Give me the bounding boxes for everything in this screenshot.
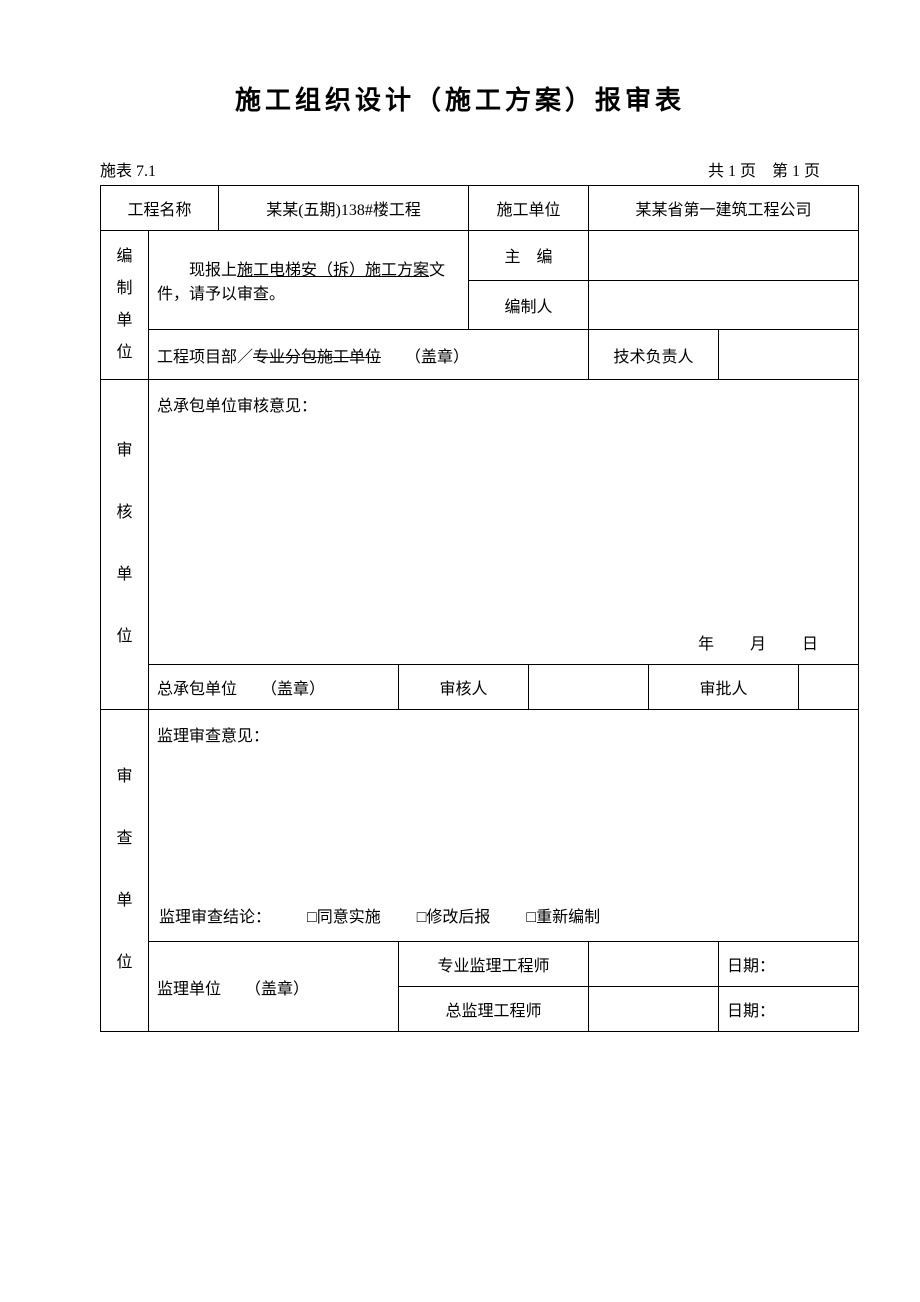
- dept-seal-cell: 工程项目部／专业分包施工单位 （盖章）: [149, 330, 589, 380]
- pro-engineer-label: 专业监理工程师: [399, 942, 589, 987]
- report-statement: 现报上施工电梯安（拆）施工方案文件，请予以审查。: [149, 231, 469, 330]
- form-title: 施工组织设计（施工方案）报审表: [100, 80, 820, 117]
- compiler-value: [589, 280, 859, 330]
- supervision-unit-seal: 监理单位 （盖章）: [149, 942, 399, 1032]
- conclusion-options-cell: 监理审查结论： □同意实施 □修改后报 □重新编制: [149, 889, 859, 942]
- pro-engineer-value: [589, 942, 719, 987]
- contractor-opinion-cell: 总承包单位审核意见：: [149, 380, 859, 620]
- compiler-label: 编制人: [469, 280, 589, 330]
- page-info: 共 1 页 第 1 页: [708, 157, 820, 181]
- form-header: 施表 7.1 共 1 页 第 1 页: [100, 157, 820, 181]
- pro-engineer-date: 日期：: [719, 942, 859, 987]
- form-number: 施表 7.1: [100, 157, 156, 181]
- reviewer-value: [529, 664, 649, 709]
- review-date-line: 年 月 日: [149, 620, 859, 665]
- chief-editor-label: 主 编: [469, 231, 589, 281]
- main-form-table: 工程名称 某某(五期)138#楼工程 施工单位 某某省第一建筑工程公司 编制单位…: [100, 185, 859, 1032]
- inspect-unit-side-label: 审 查 单 位: [101, 709, 149, 1032]
- chief-engineer-date: 日期：: [719, 987, 859, 1032]
- approver-label: 审批人: [649, 664, 799, 709]
- approver-value: [799, 664, 859, 709]
- compile-unit-side-label: 编制单位: [101, 231, 149, 380]
- chief-engineer-value: [589, 987, 719, 1032]
- project-name-label: 工程名称: [101, 186, 219, 231]
- tech-lead-value: [719, 330, 859, 380]
- contractor-seal-label: 总承包单位 （盖章）: [149, 664, 399, 709]
- reviewer-label: 审核人: [399, 664, 529, 709]
- construction-unit-label: 施工单位: [469, 186, 589, 231]
- tech-lead-label: 技术负责人: [589, 330, 719, 380]
- review-unit-side-label: 审 核 单 位: [101, 380, 149, 710]
- chief-engineer-label: 总监理工程师: [399, 987, 589, 1032]
- supervision-opinion-cell: 监理审查意见：: [149, 709, 859, 889]
- project-name-value: 某某(五期)138#楼工程: [219, 186, 469, 231]
- construction-unit-value: 某某省第一建筑工程公司: [589, 186, 859, 231]
- chief-editor-value: [589, 231, 859, 281]
